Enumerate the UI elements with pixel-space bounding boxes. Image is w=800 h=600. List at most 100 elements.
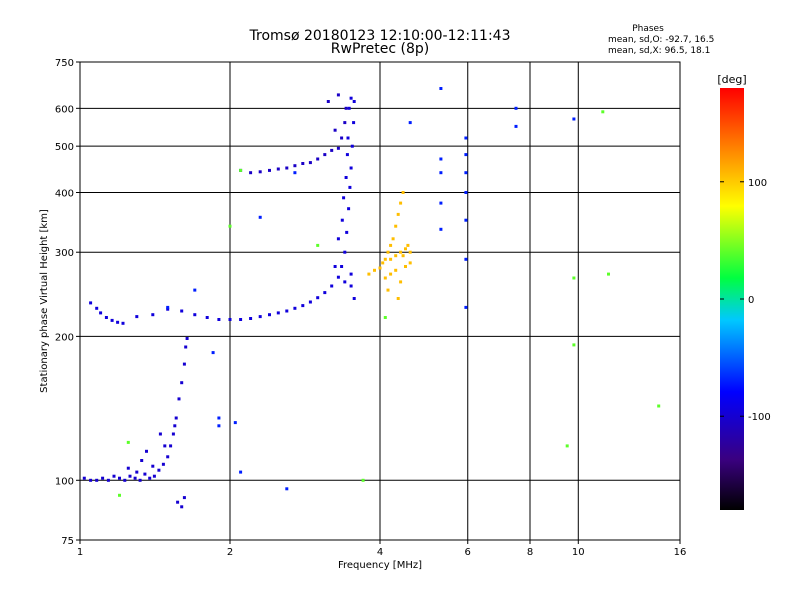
- data-point: [464, 257, 468, 261]
- data-point: [347, 106, 351, 110]
- x-axis-ticks: 1 2 4 6 8 10 16: [77, 540, 686, 558]
- data-point: [152, 474, 156, 478]
- data-point: [386, 288, 390, 292]
- data-point: [180, 505, 184, 509]
- data-point: [258, 215, 262, 219]
- data-point: [381, 261, 385, 265]
- phase-stats-o: mean, sd,O: -92.7, 16.5: [608, 35, 714, 45]
- data-point: [166, 305, 170, 309]
- data-point: [82, 476, 86, 480]
- data-point: [169, 444, 173, 448]
- data-point: [326, 100, 330, 103]
- data-point: [308, 161, 312, 165]
- x-tick-label: 2: [227, 547, 233, 558]
- data-point: [333, 128, 337, 132]
- data-point: [174, 416, 178, 420]
- data-point: [104, 316, 108, 319]
- data-point: [151, 464, 155, 468]
- data-point: [184, 345, 188, 349]
- data-point: [344, 176, 348, 179]
- data-point: [193, 313, 197, 317]
- data-point: [601, 110, 605, 114]
- data-point: [607, 272, 610, 276]
- data-point: [126, 440, 130, 444]
- data-point: [349, 166, 353, 170]
- data-point: [268, 168, 271, 172]
- data-point: [258, 170, 262, 174]
- data-point: [343, 121, 347, 125]
- data-point: [439, 201, 443, 205]
- data-point: [193, 288, 197, 292]
- data-point: [276, 167, 280, 171]
- data-point: [464, 136, 468, 140]
- data-point: [145, 449, 148, 453]
- data-point: [293, 171, 297, 175]
- data-point: [95, 478, 99, 482]
- data-point: [343, 250, 347, 254]
- data-point: [383, 276, 387, 280]
- data-point: [383, 316, 387, 319]
- data-point: [285, 487, 289, 491]
- data-point: [572, 276, 576, 280]
- data-point: [514, 106, 518, 110]
- data-point: [217, 416, 221, 420]
- data-point: [301, 304, 305, 308]
- y-tick-label: 100: [55, 476, 74, 487]
- data-point: [158, 432, 162, 436]
- data-point: [205, 316, 209, 319]
- data-point: [464, 191, 468, 194]
- data-point: [348, 185, 352, 189]
- data-point: [396, 212, 400, 216]
- data-point: [336, 146, 340, 150]
- data-point: [439, 171, 443, 175]
- chart-title: Tromsø 20180123 12:10:00-12:11:43: [249, 28, 511, 44]
- data-point: [343, 280, 347, 284]
- data-point: [464, 305, 468, 309]
- data-point: [239, 470, 243, 474]
- data-point: [361, 478, 365, 482]
- data-point: [340, 136, 344, 140]
- data-point: [99, 311, 103, 315]
- data-point: [401, 191, 405, 194]
- data-point: [464, 218, 468, 222]
- data-point: [143, 472, 147, 476]
- y-axis-label: Stationary phase Virtual Height [km]: [39, 209, 50, 393]
- data-point: [211, 351, 215, 355]
- data-point: [135, 315, 139, 319]
- colorbar-label: [deg]: [717, 73, 746, 86]
- y-tick-label: 200: [55, 332, 74, 343]
- phase-stats-x: mean, sd,X: 96.5, 18.1: [608, 46, 710, 56]
- data-point: [336, 237, 340, 241]
- data-point: [464, 153, 468, 157]
- x-tick-label: 1: [77, 547, 83, 558]
- phase-stats-heading: Phases: [632, 24, 664, 34]
- data-point: [123, 478, 127, 482]
- data-point: [118, 493, 121, 497]
- data-point: [336, 93, 340, 97]
- data-point: [239, 318, 243, 321]
- data-point: [389, 272, 393, 276]
- data-point: [228, 224, 232, 228]
- data-point: [439, 87, 443, 90]
- data-point: [373, 268, 376, 272]
- data-point: [151, 313, 155, 317]
- data-point: [106, 478, 110, 482]
- data-point: [396, 297, 400, 300]
- data-point: [404, 247, 407, 251]
- data-point: [346, 136, 350, 140]
- colorbar-ticks: 100 0 -100: [720, 178, 771, 423]
- data-point: [308, 300, 312, 304]
- data-point: [439, 227, 443, 231]
- data-point: [349, 96, 353, 100]
- y-tick-label: 500: [55, 142, 74, 153]
- data-point: [258, 315, 262, 319]
- data-point: [163, 444, 167, 448]
- data-point: [367, 272, 371, 276]
- data-point: [408, 250, 412, 254]
- data-point: [394, 268, 398, 272]
- data-point: [110, 318, 114, 322]
- data-point: [276, 311, 280, 315]
- data-point: [330, 148, 334, 152]
- data-point: [572, 117, 576, 121]
- data-point: [101, 476, 105, 480]
